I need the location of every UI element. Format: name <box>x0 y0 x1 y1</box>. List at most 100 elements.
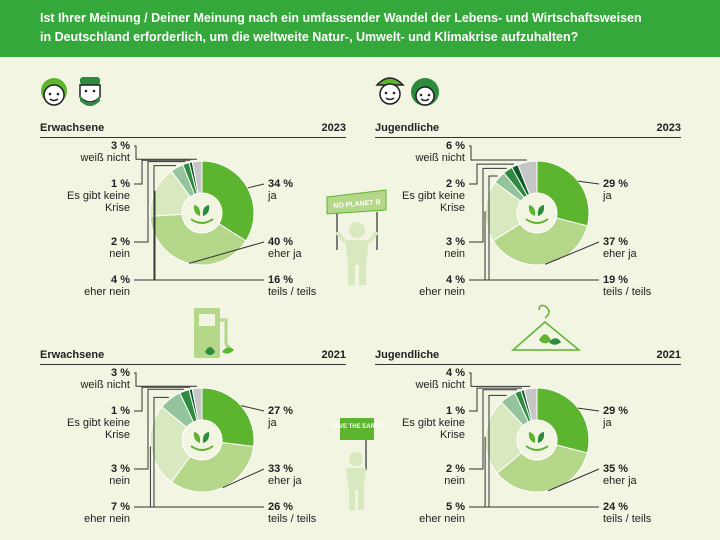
leader-line-eher-ja <box>548 468 600 492</box>
donut-slice-eher-ja <box>170 441 255 493</box>
leader-line-nein <box>469 167 507 243</box>
label-text: nein <box>109 475 130 487</box>
panel-rule <box>375 364 681 365</box>
label-percent: 3 % <box>111 140 130 152</box>
leader-line-eher-nein <box>469 175 498 281</box>
label-percent: 1 % <box>111 405 130 417</box>
donut-slice-eher-ja <box>149 213 247 266</box>
label-text: eher ja <box>268 248 302 260</box>
label-text: teils / teils <box>603 513 652 525</box>
leader-line-weiss-nicht <box>469 372 531 387</box>
label-ja: 27 % ja <box>268 405 293 429</box>
label-text: weiß nicht <box>80 152 130 164</box>
label-nein: 2 % nein <box>40 236 130 260</box>
label-eher-nein: 5 % eher nein <box>375 501 465 525</box>
donut-slice-eher-ja <box>492 217 588 266</box>
leader-line-eher-ja <box>544 241 600 265</box>
donut-slice-weiss-nicht <box>517 160 538 196</box>
label-text: Es gibt keine Krise <box>67 417 130 441</box>
label-text: eher ja <box>603 475 637 487</box>
label-eher-ja: 37 % eher ja <box>603 236 637 260</box>
label-text: eher nein <box>84 513 130 525</box>
label-percent: 3 % <box>111 367 130 379</box>
leader-line-ja <box>247 183 265 189</box>
label-ja: 34 % ja <box>268 178 293 202</box>
donut-slice-teils-teils <box>149 406 191 483</box>
label-text: ja <box>603 417 612 429</box>
label-teils-teils: 16 % teils / teils <box>268 274 316 298</box>
leader-line-ja <box>578 407 600 412</box>
label-weiss-nicht: 3 % weiß nicht <box>40 140 130 164</box>
label-eher-nein: 4 % eher nein <box>40 274 130 298</box>
label-text: ja <box>603 190 612 202</box>
header-banner: Ist Ihrer Meinung / Deiner Meinung nach … <box>0 0 720 57</box>
label-percent: 2 % <box>446 178 465 190</box>
label-eher-nein: 7 % eher nein <box>40 501 130 525</box>
label-text: ja <box>268 417 277 429</box>
donut-slice-ja <box>536 387 590 454</box>
label-nein: 3 % nein <box>375 236 465 260</box>
label-eher-ja: 35 % eher ja <box>603 463 637 487</box>
question-line-1: Ist Ihrer Meinung / Deiner Meinung nach … <box>40 11 642 25</box>
leader-line-eher-nein <box>134 396 169 508</box>
label-text: Es gibt keine Krise <box>402 190 465 214</box>
protester-save-the-earth-icon <box>340 418 374 510</box>
label-percent: 27 % <box>268 405 294 417</box>
label-percent: 6 % <box>446 140 465 152</box>
label-text: Es gibt keine Krise <box>402 417 465 441</box>
question-line-2: in Deutschland erforderlich, um die welt… <box>40 30 579 44</box>
leader-line-teils-teils <box>154 190 264 281</box>
label-text: eher ja <box>603 248 637 260</box>
label-percent: 1 % <box>446 405 465 417</box>
hand-leaf-icon <box>183 194 221 232</box>
label-percent: 34 % <box>268 178 294 190</box>
leader-line-eher-ja <box>222 468 265 489</box>
leader-line-eher-nein <box>134 165 176 281</box>
label-text: eher nein <box>419 513 465 525</box>
label-percent: 35 % <box>603 463 629 475</box>
panel-rule <box>40 137 346 138</box>
panel-rule <box>375 137 681 138</box>
donut-slice-weiss-nicht <box>523 387 538 422</box>
label-percent: 3 % <box>111 463 130 475</box>
label-percent: 16 % <box>268 274 294 286</box>
label-eher-nein: 4 % eher nein <box>375 274 465 298</box>
label-text: nein <box>109 248 130 260</box>
label-percent: 4 % <box>111 274 130 286</box>
donut-slice-weiss-nicht <box>191 387 203 421</box>
label-percent: 29 % <box>603 178 629 190</box>
label-text: eher nein <box>84 286 130 298</box>
label-percent: 37 % <box>603 236 629 248</box>
panel-year-erwachsene-2023: 2023 <box>321 122 346 134</box>
label-text: weiß nicht <box>415 379 465 391</box>
label-percent: 24 % <box>603 501 629 513</box>
hand-leaf-icon <box>518 194 556 232</box>
sign-save-the-earth: SAVE THE EARTH <box>331 424 383 430</box>
label-percent: 4 % <box>446 367 465 379</box>
clothes-hanger-icon <box>511 304 582 351</box>
label-text: eher ja <box>268 475 302 487</box>
panel-year-jugendliche-2021: 2021 <box>656 349 681 361</box>
label-weiss-nicht: 4 % weiß nicht <box>375 367 465 391</box>
leader-line-eher-ja <box>188 241 265 264</box>
leader-line-keine-krise <box>469 163 515 185</box>
donut-slice-ja <box>201 387 255 448</box>
label-weiss-nicht: 3 % weiß nicht <box>40 367 130 391</box>
label-percent: 2 % <box>111 236 130 248</box>
leader-line-ja <box>240 405 265 412</box>
label-eher-ja: 33 % eher ja <box>268 463 302 487</box>
panel-title-jugendliche-2021: Jugendliche <box>375 349 440 361</box>
label-keine-krise: 1 % Es gibt keine Krise <box>40 178 130 214</box>
label-text: nein <box>444 475 465 487</box>
label-weiss-nicht: 6 % weiß nicht <box>375 140 465 164</box>
leader-line-nein <box>134 161 186 243</box>
survey-question: Ist Ihrer Meinung / Deiner Meinung nach … <box>40 9 700 47</box>
label-keine-krise: 1 % Es gibt keine Krise <box>40 405 130 441</box>
label-teils-teils: 19 % teils / teils <box>603 274 651 298</box>
label-percent: 26 % <box>268 501 294 513</box>
donut-slice-ja <box>536 160 590 227</box>
donut-slice-ja <box>201 160 255 242</box>
label-text: teils / teils <box>268 513 317 525</box>
